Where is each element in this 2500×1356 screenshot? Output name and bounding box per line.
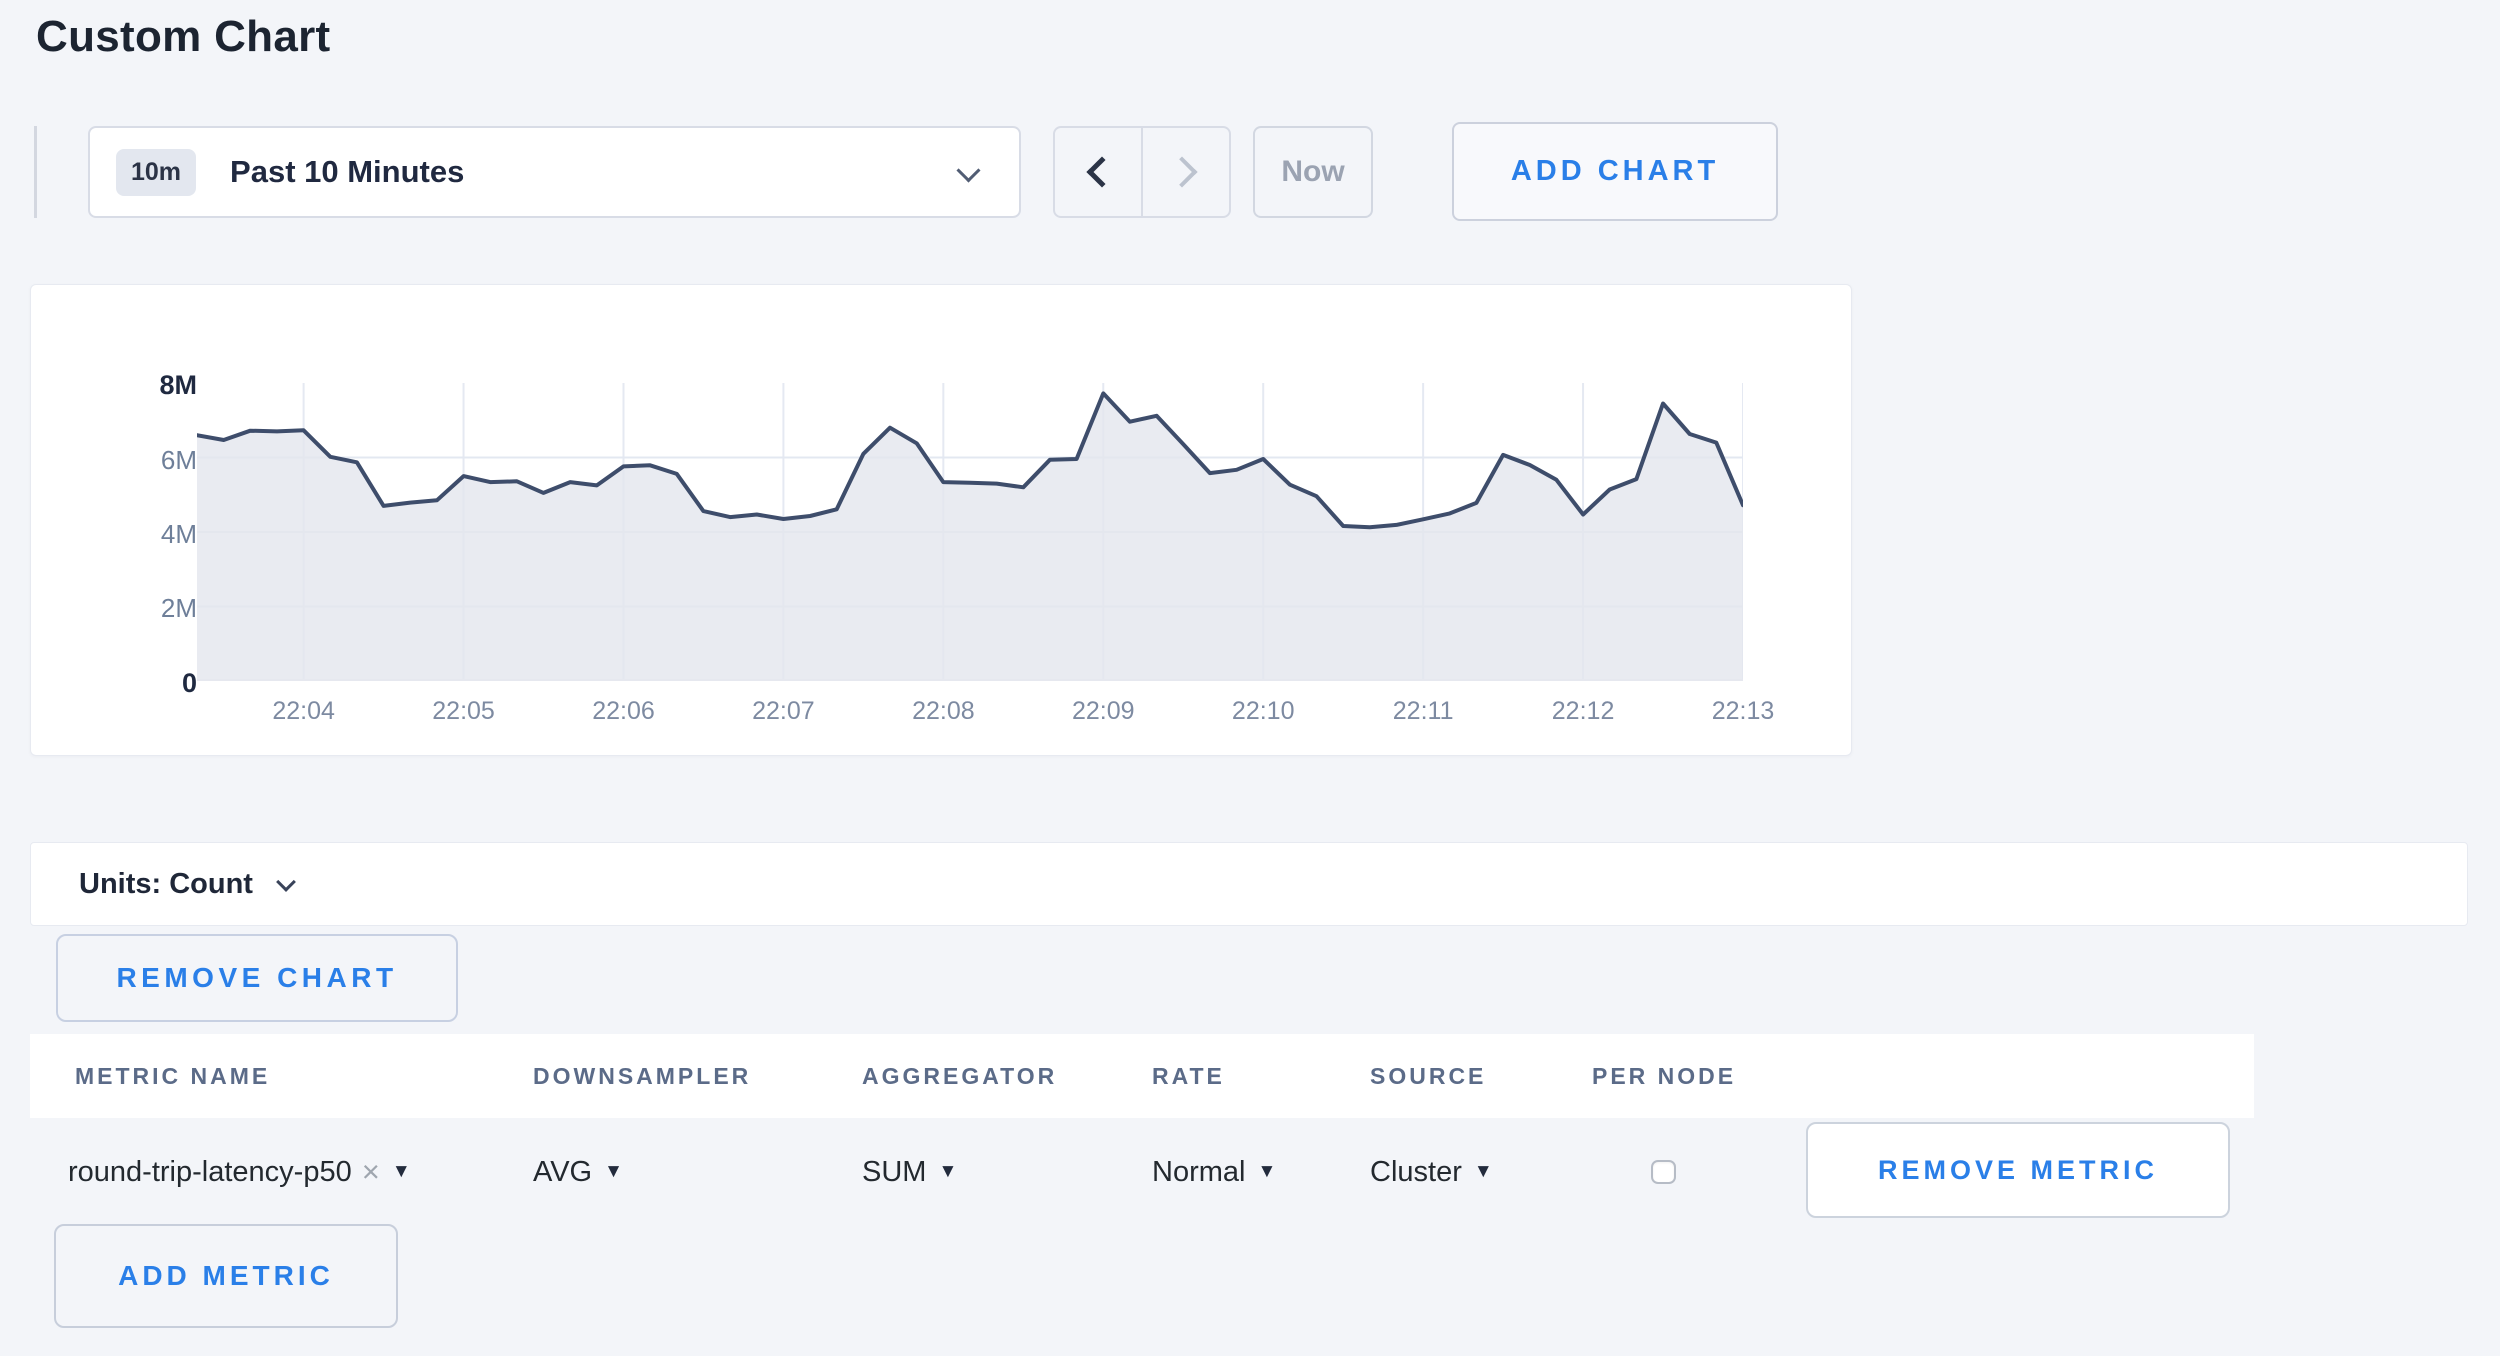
metric-name-dropdown[interactable]: round-trip-latency-p50 × ▼ [68,1146,411,1198]
time-window-dropdown[interactable]: 10m Past 10 Minutes [88,126,1021,218]
x-tick-label: 22:13 [1711,697,1775,725]
units-dropdown[interactable]: Units: Count [30,842,2468,926]
rate-value: Normal [1152,1155,1246,1188]
chevron-right-icon [1166,156,1198,188]
x-tick-label: 22:07 [752,697,815,725]
metric-table-header: METRIC NAME DOWNSAMPLER AGGREGATOR RATE … [30,1034,2254,1118]
col-downsampler: DOWNSAMPLER [533,1063,752,1089]
downsampler-value: AVG [533,1155,593,1188]
caret-down-icon: ▼ [1473,1161,1493,1182]
source-dropdown[interactable]: Cluster ▼ [1370,1146,1493,1198]
source-value: Cluster [1370,1155,1462,1188]
caret-down-icon: ▼ [938,1161,958,1182]
caret-down-icon: ▼ [391,1161,411,1182]
page-title: Custom Chart [36,12,331,61]
per-node-checkbox[interactable] [1651,1160,1676,1184]
x-tick-label: 22:04 [272,697,335,725]
y-tick-6m: 6M [160,445,197,475]
col-aggregator: AGGREGATOR [862,1063,1058,1089]
chevron-down-icon [276,872,296,892]
metric-name-value: round-trip-latency-p50 [68,1155,352,1188]
close-icon[interactable]: × [361,1154,380,1189]
x-tick-label: 22:05 [432,697,495,725]
caret-down-icon: ▼ [604,1161,623,1182]
y-tick-4m: 4M [160,519,197,549]
prev-time-button[interactable] [1055,128,1143,216]
x-tick-label: 22:06 [592,697,655,725]
toolbar-left-divider [34,126,37,218]
x-tick-label: 22:11 [1392,697,1454,725]
y-tick-2m: 2M [160,593,197,623]
y-tick-0: 0 [181,668,197,698]
aggregator-value: SUM [862,1155,927,1188]
time-window-badge: 10m [116,148,197,196]
col-source: SOURCE [1370,1063,1487,1089]
col-rate: RATE [1152,1063,1225,1089]
remove-metric-button[interactable]: REMOVE METRIC [1806,1122,2230,1218]
x-tick-label: 22:10 [1231,697,1295,725]
time-window-label: Past 10 Minutes [230,154,465,189]
remove-chart-button[interactable]: REMOVE CHART [56,934,458,1022]
x-tick-label: 22:12 [1551,697,1615,725]
col-per-node: PER NODE [1592,1063,1737,1089]
units-label: Units: Count [79,867,253,900]
now-button[interactable]: Now [1253,126,1373,218]
x-tick-label: 22:08 [912,697,975,725]
chart-card: 8M 6M 4M 2M 0 22:04 22:05 22:06 22:07 22:08 2… [30,284,1852,756]
x-tick-label: 22:09 [1071,697,1135,725]
metric-area-chart[interactable] [197,353,1743,681]
next-time-button[interactable] [1143,128,1229,216]
aggregator-dropdown[interactable]: SUM ▼ [862,1146,957,1198]
downsampler-dropdown[interactable]: AVG ▼ [533,1146,623,1198]
col-metric-name: METRIC NAME [75,1063,271,1089]
y-tick-8m: 8M [159,370,197,400]
add-chart-button[interactable]: ADD CHART [1452,122,1778,221]
rate-dropdown[interactable]: Normal ▼ [1152,1146,1276,1198]
caret-down-icon: ▼ [1257,1161,1277,1182]
add-metric-button[interactable]: ADD METRIC [54,1224,398,1328]
chevron-down-icon [956,158,981,183]
chevron-left-icon [1086,156,1118,188]
time-pager [1053,126,1231,218]
